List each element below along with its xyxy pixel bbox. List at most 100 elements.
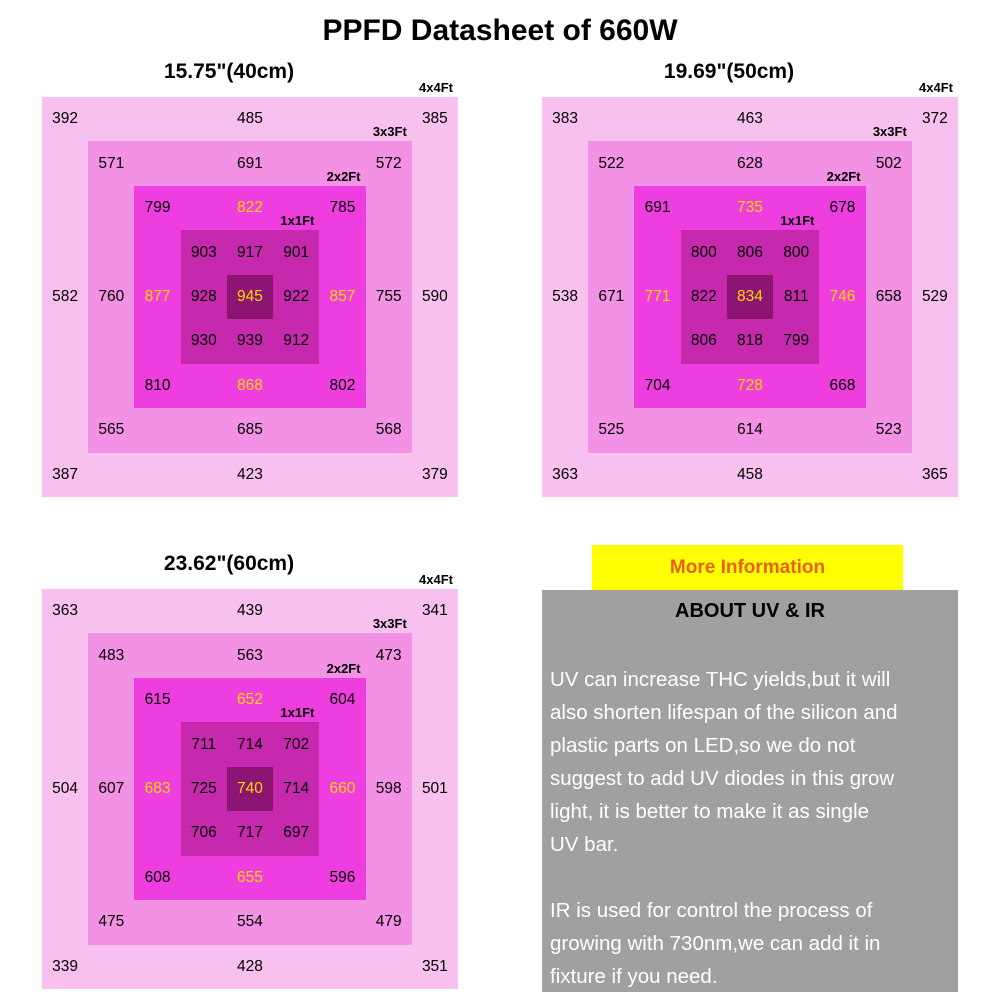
chart-title-50cm: 19.69"(50cm) (663, 60, 795, 83)
center-cell (226, 274, 274, 320)
ppfd-value: 901 (283, 243, 310, 261)
zone-label-3x3ft: 3x3Ft (372, 124, 407, 140)
ppfd-value: 857 (329, 287, 356, 305)
ppfd-value: 728 (737, 376, 763, 394)
ppfd-value: 365 (921, 465, 948, 483)
zone-label-2x2ft: 2x2Ft (326, 168, 361, 184)
ppfd-value: 655 (237, 868, 263, 886)
ppfd-value: 571 (98, 154, 125, 172)
ppfd-value: 800 (690, 243, 717, 261)
ppfd-value: 525 (598, 421, 625, 439)
ppfd-value: 501 (421, 779, 448, 797)
zone-label-4x4ft: 4x4Ft (419, 572, 453, 587)
ppfd-value: 341 (421, 602, 448, 620)
ppfd-value: 922 (283, 287, 310, 305)
ppfd-value: 458 (737, 465, 763, 483)
ppfd-value: 811 (783, 287, 809, 305)
ppfd-value: 912 (283, 332, 310, 350)
ppfd-value: 671 (598, 287, 625, 305)
ppfd-value: 683 (144, 779, 171, 797)
ppfd-value: 945 (237, 287, 263, 305)
ppfd-value: 523 (875, 421, 902, 439)
ppfd-value: 502 (875, 154, 902, 172)
ppfd-value: 565 (98, 421, 125, 439)
ppfd-value: 706 (190, 824, 217, 842)
ppfd-value: 755 (375, 287, 402, 305)
ppfd-value: 428 (237, 957, 263, 975)
zone-label-4x4ft: 4x4Ft (419, 80, 453, 95)
ppfd-value: 522 (598, 154, 625, 172)
ppfd-value: 392 (52, 110, 79, 128)
ppfd-value: 379 (421, 465, 448, 483)
ppfd-value: 714 (283, 779, 310, 797)
ppfd-grid: 363 439 341 483 563 473 615 652 604 711 714 702 504 6… (42, 589, 458, 989)
zone-label-2x2ft: 2x2Ft (826, 168, 861, 184)
ppfd-value: 607 (98, 779, 125, 797)
ppfd-value: 785 (329, 199, 356, 217)
ppfd-value: 590 (421, 287, 448, 305)
ppfd-value: 714 (237, 735, 263, 753)
ppfd-value: 810 (144, 376, 171, 394)
ppfd-value: 423 (237, 465, 263, 483)
ppfd-value: 483 (98, 646, 125, 664)
info-heading: ABOUT UV & IR (675, 600, 825, 622)
chart-title-40cm: 15.75"(40cm) (163, 60, 295, 83)
center-cell (226, 766, 274, 812)
ppfd-value: 372 (921, 110, 948, 128)
ppfd-value: 806 (737, 243, 763, 261)
ppfd-value: 691 (237, 154, 263, 172)
ppfd-value: 697 (283, 824, 310, 842)
ppfd-value: 568 (375, 421, 402, 439)
ppfd-value: 473 (375, 646, 402, 664)
ppfd-value: 351 (421, 957, 448, 975)
zone-label-4x4ft: 4x4Ft (919, 80, 953, 95)
ppfd-value: 615 (144, 691, 171, 709)
ppfd-value: 604 (329, 691, 356, 709)
ppfd-value: 363 (552, 465, 579, 483)
zone-label-1x1ft: 1x1Ft (780, 213, 815, 229)
ppfd-value: 799 (783, 332, 810, 350)
ppfd-value: 387 (52, 465, 79, 483)
ppfd-value: 479 (375, 913, 402, 931)
ppfd-value: 678 (829, 199, 856, 217)
ppfd-value: 939 (237, 332, 263, 350)
ppfd-value: 563 (237, 646, 263, 664)
ppfd-value: 802 (329, 376, 356, 394)
zone-label-1x1ft: 1x1Ft (280, 213, 315, 229)
ppfd-value: 771 (644, 287, 671, 305)
ppfd-value: 485 (237, 110, 263, 128)
more-information-banner[interactable]: More Information (592, 545, 903, 590)
ppfd-value: 735 (737, 199, 763, 217)
ppfd-value: 463 (737, 110, 763, 128)
ppfd-value: 834 (737, 287, 763, 305)
page-title: PPFD Datasheet of 660W (322, 14, 678, 47)
ppfd-value: 691 (644, 199, 671, 217)
ppfd-value: 538 (552, 287, 579, 305)
ppfd-value: 614 (737, 421, 763, 439)
ppfd-value: 877 (144, 287, 171, 305)
ppfd-value: 725 (190, 779, 217, 797)
ppfd-value: 806 (690, 332, 717, 350)
ppfd-value: 704 (644, 376, 671, 394)
ppfd-value: 554 (237, 913, 263, 931)
center-cell (726, 274, 774, 320)
ppfd-value: 363 (52, 602, 79, 620)
ppfd-value: 711 (191, 735, 217, 753)
ppfd-value: 760 (98, 287, 125, 305)
zone-label-2x2ft: 2x2Ft (326, 660, 361, 676)
ppfd-value: 383 (552, 110, 579, 128)
ppfd-value: 822 (237, 199, 263, 217)
ppfd-value: 658 (875, 287, 902, 305)
ppfd-value: 598 (375, 779, 402, 797)
zone-label-1x1ft: 1x1Ft (280, 705, 315, 721)
ppfd-value: 799 (144, 199, 171, 217)
ppfd-value: 339 (52, 957, 79, 975)
ppfd-value: 903 (190, 243, 217, 261)
ppfd-value: 822 (690, 287, 717, 305)
ppfd-value: 529 (921, 287, 948, 305)
ppfd-chart-50cm: 19.69"(50cm) 4x4Ft 3x3Ft 2x2Ft 1x1Ft 383… (542, 60, 958, 497)
ppfd-value: 917 (237, 243, 263, 261)
info-panel: ABOUT UV & IR UV can increase THC yields… (542, 590, 958, 992)
ppfd-value: 702 (283, 735, 310, 753)
ppfd-value: 572 (375, 154, 402, 172)
